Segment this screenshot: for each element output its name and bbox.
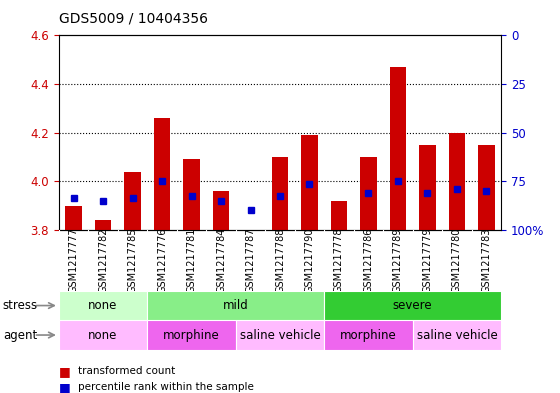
Bar [124, 171, 141, 230]
Text: GSM1217782: GSM1217782 [98, 228, 108, 293]
Bar [147, 291, 324, 320]
Bar [59, 320, 147, 350]
Bar [213, 191, 229, 230]
Text: mild: mild [223, 299, 249, 312]
Text: GSM1217785: GSM1217785 [128, 228, 138, 293]
Bar [331, 201, 347, 230]
Text: ■: ■ [59, 380, 71, 393]
Bar [184, 160, 199, 230]
Bar [478, 145, 494, 230]
Text: saline vehicle: saline vehicle [417, 329, 497, 342]
Bar [95, 220, 111, 230]
Text: GSM1217787: GSM1217787 [245, 228, 255, 293]
Text: transformed count: transformed count [78, 366, 176, 376]
Bar [390, 67, 406, 230]
Bar [272, 157, 288, 230]
Text: none: none [88, 329, 118, 342]
Text: GSM1217781: GSM1217781 [186, 228, 197, 293]
Bar [324, 291, 501, 320]
Bar [236, 320, 324, 350]
Text: GDS5009 / 10404356: GDS5009 / 10404356 [59, 11, 208, 26]
Text: none: none [88, 299, 118, 312]
Bar [449, 132, 465, 230]
Text: GSM1217778: GSM1217778 [334, 228, 344, 293]
Text: morphine: morphine [163, 329, 220, 342]
Bar [361, 157, 376, 230]
Text: GSM1217783: GSM1217783 [482, 228, 492, 293]
Bar [66, 206, 82, 230]
Text: ■: ■ [59, 365, 71, 378]
Text: GSM1217789: GSM1217789 [393, 228, 403, 293]
Text: stress: stress [3, 299, 38, 312]
Text: GSM1217780: GSM1217780 [452, 228, 462, 293]
Bar [419, 145, 436, 230]
Text: percentile rank within the sample: percentile rank within the sample [78, 382, 254, 392]
Text: GSM1217776: GSM1217776 [157, 228, 167, 293]
Bar [59, 291, 147, 320]
Bar [413, 320, 501, 350]
Text: GSM1217779: GSM1217779 [422, 228, 432, 293]
Text: GSM1217790: GSM1217790 [305, 228, 315, 293]
Text: agent: agent [3, 329, 37, 342]
Text: saline vehicle: saline vehicle [240, 329, 320, 342]
Text: GSM1217788: GSM1217788 [275, 228, 285, 293]
Text: GSM1217786: GSM1217786 [363, 228, 374, 293]
Text: morphine: morphine [340, 329, 397, 342]
Bar [301, 135, 318, 230]
Text: severe: severe [393, 299, 432, 312]
Bar [324, 320, 413, 350]
Text: GSM1217784: GSM1217784 [216, 228, 226, 293]
Text: GSM1217777: GSM1217777 [68, 228, 78, 293]
Bar [147, 320, 236, 350]
Bar [154, 118, 170, 230]
